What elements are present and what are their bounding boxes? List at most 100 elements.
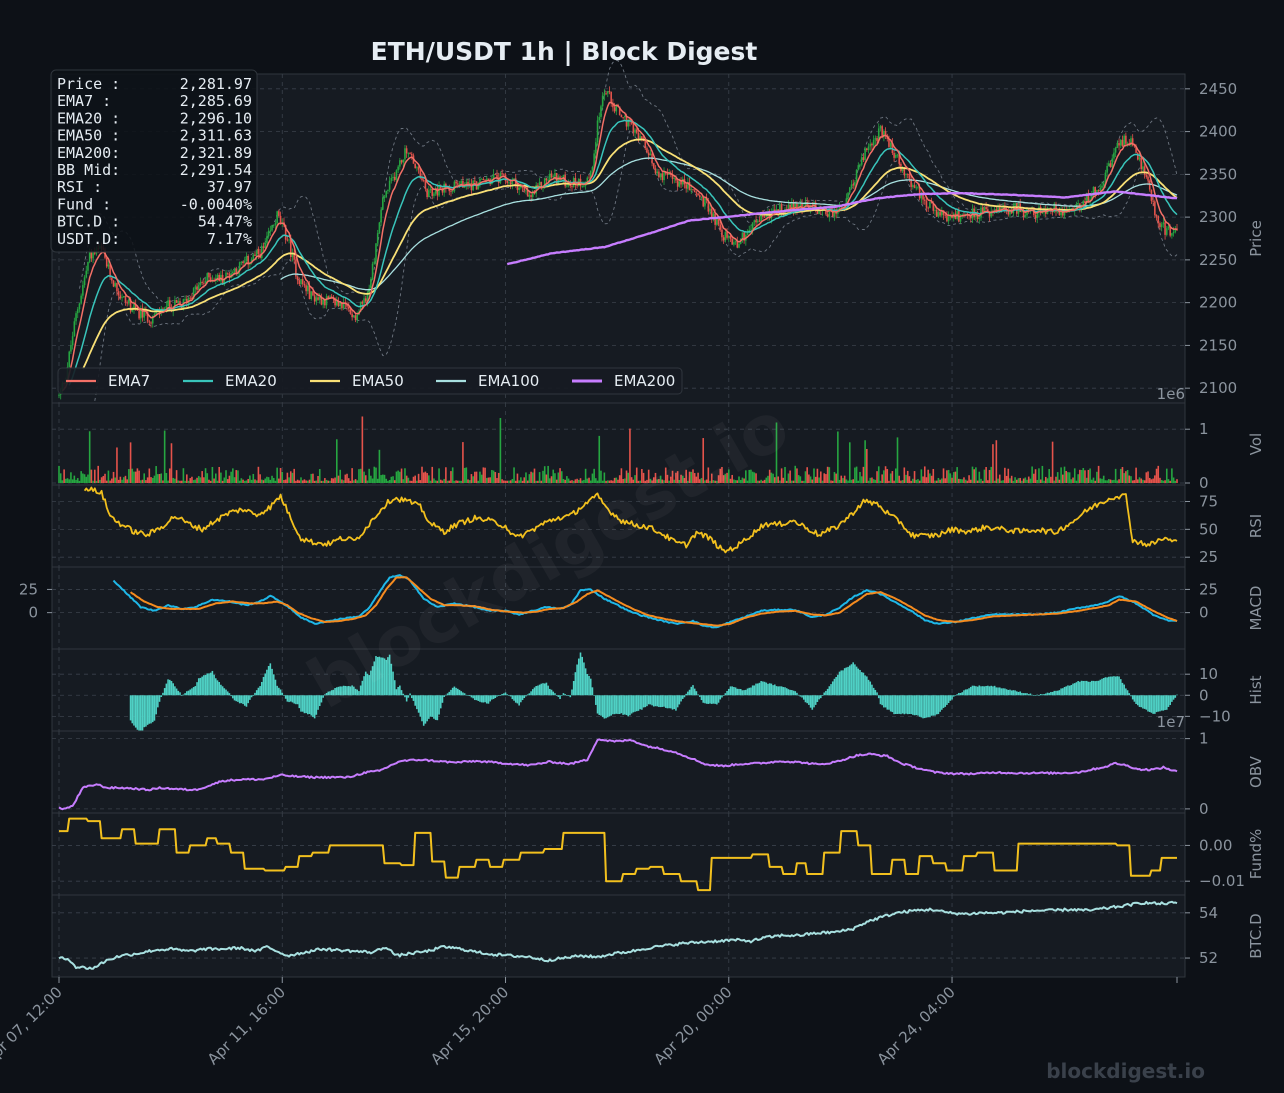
histogram-bar bbox=[410, 695, 413, 699]
volume-bar bbox=[929, 473, 931, 483]
candle-body bbox=[634, 129, 636, 133]
histogram-bar bbox=[433, 695, 435, 719]
histogram-bar bbox=[593, 695, 595, 696]
volume-bar bbox=[428, 475, 430, 483]
volume-bar bbox=[848, 442, 851, 483]
volume-bar bbox=[681, 475, 684, 483]
candle-body bbox=[240, 261, 243, 263]
candle-body bbox=[80, 295, 82, 304]
candle-body bbox=[1109, 163, 1112, 168]
histogram-bar bbox=[961, 692, 964, 696]
candle-body bbox=[295, 259, 297, 277]
volume-bar bbox=[279, 468, 282, 483]
candle-body bbox=[932, 202, 935, 211]
volume-bar bbox=[289, 471, 292, 483]
volume-bar bbox=[196, 477, 198, 483]
volume-bar bbox=[884, 466, 887, 483]
histogram-bar bbox=[629, 695, 631, 716]
volume-bar bbox=[276, 467, 278, 483]
volume-bar bbox=[842, 478, 844, 483]
candle-body bbox=[269, 230, 272, 232]
volume-bar bbox=[516, 473, 519, 483]
candle-body bbox=[346, 303, 348, 307]
histogram-bar bbox=[1116, 676, 1119, 696]
volume-bar bbox=[1150, 479, 1153, 483]
histogram-bar bbox=[780, 686, 783, 696]
candle-body bbox=[869, 143, 872, 147]
ytick-label: 2400 bbox=[1199, 123, 1237, 141]
histogram-bar bbox=[1070, 684, 1073, 696]
panel-ylabel: Vol bbox=[1247, 433, 1265, 455]
histogram-bar bbox=[942, 695, 945, 708]
histogram-bar bbox=[475, 695, 478, 701]
volume-bar bbox=[1172, 477, 1175, 483]
candle-body bbox=[731, 238, 733, 245]
volume-bar bbox=[775, 422, 778, 483]
histogram-bar bbox=[934, 695, 936, 716]
volume-bar bbox=[121, 479, 123, 483]
volume-bar bbox=[346, 473, 348, 483]
ytick-label: 0 bbox=[1199, 800, 1209, 818]
histogram-bar bbox=[707, 695, 710, 704]
histogram-bar bbox=[1058, 690, 1061, 696]
volume-bar bbox=[997, 478, 999, 483]
candle-body bbox=[257, 248, 260, 254]
volume-bar bbox=[1154, 475, 1156, 483]
histogram-bar bbox=[712, 695, 715, 704]
volume-bar bbox=[840, 475, 843, 483]
volume-bar bbox=[1022, 478, 1025, 483]
candle-body bbox=[649, 153, 652, 156]
candle-body bbox=[354, 315, 357, 321]
volume-bar bbox=[837, 431, 839, 483]
volume-bar bbox=[97, 465, 99, 483]
histogram-bar bbox=[165, 683, 168, 696]
histogram-bar bbox=[1082, 680, 1085, 696]
volume-bar bbox=[980, 478, 982, 483]
candle-body bbox=[1094, 186, 1096, 194]
volume-bar bbox=[676, 471, 679, 483]
histogram-bar bbox=[339, 686, 342, 696]
histogram-bar bbox=[941, 695, 943, 710]
histogram-bar bbox=[750, 687, 752, 696]
volume-bar bbox=[1038, 468, 1040, 483]
volume-bar bbox=[1053, 480, 1056, 483]
histogram-bar bbox=[808, 695, 810, 705]
volume-bar bbox=[753, 472, 756, 483]
histogram-bar bbox=[310, 695, 313, 716]
histogram-bar bbox=[768, 683, 771, 696]
volume-bar bbox=[1065, 470, 1068, 483]
volume-bar bbox=[85, 476, 88, 483]
volume-bar bbox=[923, 466, 926, 483]
histogram-bar bbox=[332, 689, 335, 696]
volume-bar bbox=[472, 476, 474, 483]
info-label: EMA20 : bbox=[57, 109, 120, 127]
volume-bar bbox=[412, 476, 415, 483]
histogram-bar bbox=[589, 678, 592, 696]
histogram-bar bbox=[569, 695, 572, 698]
candle-body bbox=[898, 154, 901, 164]
histogram-bar bbox=[421, 695, 423, 722]
histogram-bar bbox=[203, 675, 205, 696]
histogram-bar bbox=[221, 686, 224, 696]
volume-bar bbox=[463, 467, 466, 483]
histogram-bar bbox=[741, 690, 744, 696]
volume-bar bbox=[448, 480, 451, 483]
volume-bar bbox=[359, 468, 362, 483]
histogram-bar bbox=[465, 694, 468, 696]
histogram-bar bbox=[393, 680, 396, 696]
info-value: 2,321.89 bbox=[180, 144, 252, 162]
volume-bar bbox=[1058, 479, 1061, 483]
volume-bar bbox=[1060, 467, 1062, 483]
histogram-bar bbox=[726, 690, 728, 696]
volume-bar bbox=[261, 479, 263, 483]
candle-body bbox=[233, 268, 236, 272]
volume-bar bbox=[661, 479, 664, 483]
candle-body bbox=[949, 216, 952, 217]
histogram-bar bbox=[876, 692, 878, 696]
histogram-bar bbox=[772, 685, 774, 696]
histogram-bar bbox=[417, 695, 420, 713]
histogram-bar bbox=[501, 693, 503, 696]
candle-body bbox=[494, 174, 497, 176]
histogram-bar bbox=[668, 695, 670, 709]
histogram-bar bbox=[1089, 681, 1091, 696]
